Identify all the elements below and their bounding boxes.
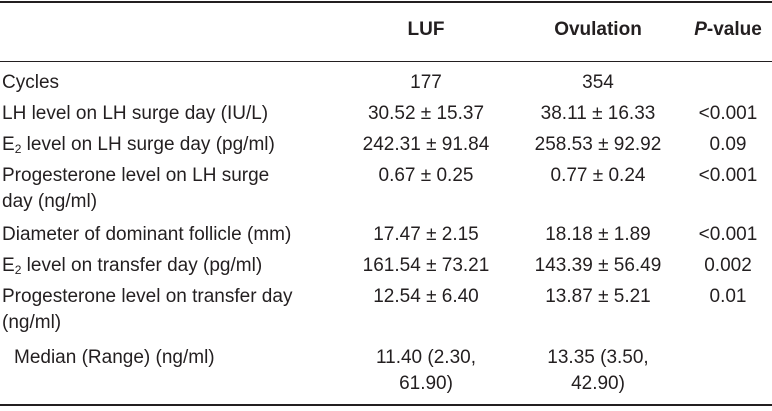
p-cell: 0.01	[709, 286, 747, 307]
ovulation-cell: 38.11 ± 16.33	[540, 103, 656, 124]
header-rule	[0, 61, 772, 62]
p-cell: <0.001	[698, 224, 758, 245]
label-cell: Median (Range) (ng/ml)	[14, 347, 215, 368]
text: E	[2, 255, 15, 276]
luf-cell: 0.67 ± 0.25	[378, 165, 474, 186]
bottom-rule	[0, 404, 772, 406]
p-cell: <0.001	[698, 103, 758, 124]
luf-cell: 11.40 (2.30,	[375, 347, 477, 368]
luf-cell: 177	[410, 72, 442, 93]
luf-cell: 161.54 ± 73.21	[362, 255, 490, 276]
p-cell: 0.09	[709, 134, 747, 155]
luf-cell: 242.31 ± 91.84	[362, 134, 490, 155]
ovulation-cell: 13.87 ± 5.21	[545, 286, 651, 307]
luf-cell: 17.47 ± 2.15	[373, 224, 479, 245]
label-cell: Diameter of dominant follicle (mm)	[2, 224, 292, 245]
label-cell: LH level on LH surge day (IU/L)	[2, 103, 269, 124]
header-cell: P-value	[694, 18, 762, 42]
ovulation-cell: 13.35 (3.50,	[547, 347, 649, 368]
label-cell: (ng/ml)	[2, 312, 62, 333]
ovulation-cell: 0.77 ± 0.24	[550, 165, 646, 186]
header-cell: LUF	[407, 19, 445, 40]
text: level on LH surge day (pg/ml)	[21, 134, 275, 155]
text: P	[694, 19, 707, 40]
label-cell: Cycles	[2, 72, 60, 93]
header-cell: Ovulation	[554, 19, 642, 40]
luf-cell: 30.52 ± 15.37	[367, 103, 485, 124]
top-rule	[0, 1, 772, 3]
luf-cell: 61.90)	[399, 373, 453, 394]
text: E	[2, 134, 15, 155]
label-cell: Progesterone level on LH surge	[2, 165, 270, 186]
text: -value	[706, 19, 762, 40]
ovulation-cell: 143.39 ± 56.49	[534, 255, 662, 276]
text: level on transfer day (pg/ml)	[21, 255, 263, 276]
label-cell: E2 level on transfer day (pg/ml)	[2, 254, 262, 278]
label-cell: E2 level on LH surge day (pg/ml)	[2, 133, 275, 157]
ovulation-cell: 258.53 ± 92.92	[534, 134, 662, 155]
label-cell: day (ng/ml)	[2, 191, 98, 212]
luf-cell: 12.54 ± 6.40	[373, 286, 479, 307]
p-cell: 0.002	[704, 255, 752, 276]
ovulation-cell: 354	[582, 72, 614, 93]
label-cell: Progesterone level on transfer day	[2, 286, 293, 307]
ovulation-cell: 18.18 ± 1.89	[545, 224, 651, 245]
ovulation-cell: 42.90)	[571, 373, 625, 394]
subscript: 2	[14, 142, 22, 156]
p-cell: <0.001	[698, 165, 758, 186]
subscript: 2	[14, 263, 22, 277]
